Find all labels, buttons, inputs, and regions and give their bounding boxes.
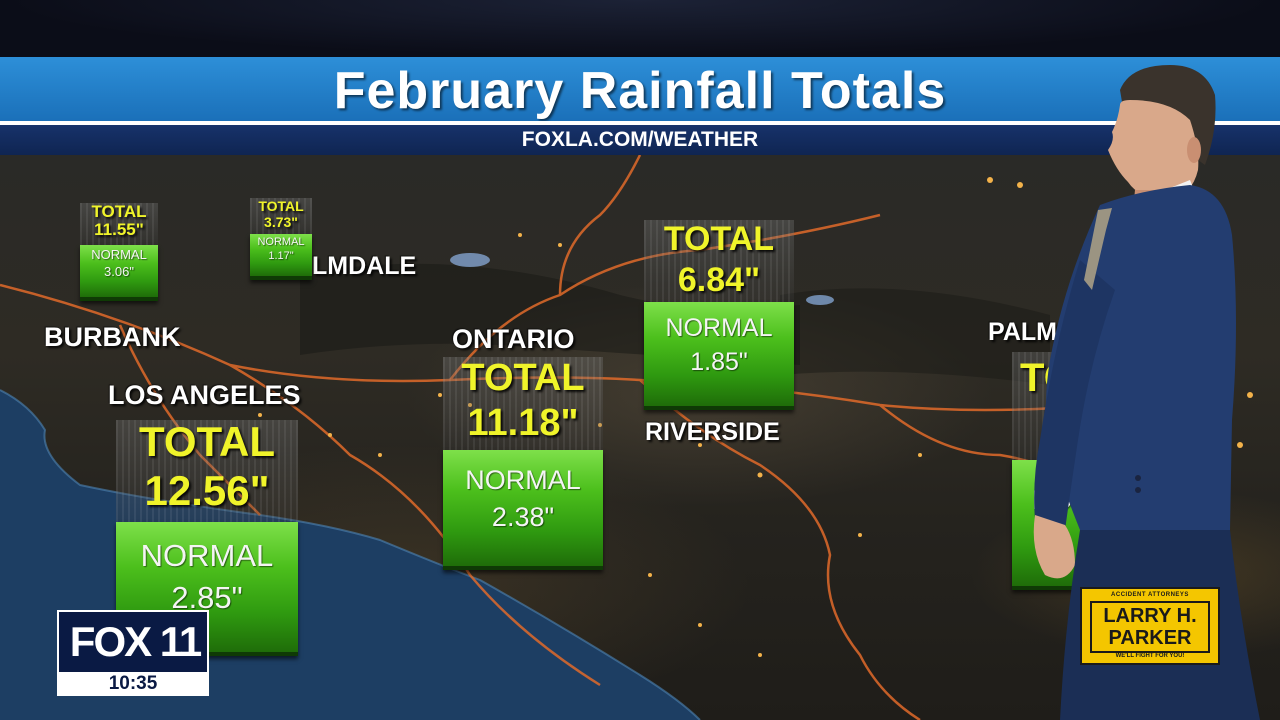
normal-label: NORMAL [140,538,274,573]
total-value: 3.73" [264,214,298,230]
normal-label: NORMAL [465,465,581,495]
title-bar [0,57,1280,123]
header-sky [0,0,1280,57]
normal-value: 2.85" [171,580,243,615]
city-label-palmdale: LMDALE [312,252,417,280]
rainfall-box-los-angeles: TOTAL 12.56" NORMAL 2.85" [116,420,298,658]
total-value: 11.18" [467,402,579,444]
normal-box: NORMAL 2.38" [443,450,603,570]
city-label-riverside: RIVERSIDE [645,418,780,446]
rainfall-box-ontario: TOTAL 11.18" NORMAL 2.38" [443,357,603,572]
subtitle-bar [0,125,1280,155]
sponsor-top-line: ACCIDENT ATTORNEYS [1111,592,1189,598]
normal-box: NORMAL 1.85" [644,302,794,410]
sponsor-name: LARRY H. PARKER [1090,601,1210,653]
normal-value: 1.17" [268,250,294,262]
rain-texture [644,220,794,304]
normal-value: 3.06" [104,264,134,279]
rainfall-box-riverside: TOTAL 6.84" NORMAL 1.85" [644,220,794,412]
sponsor-logo: ACCIDENT ATTORNEYS LARRY H. PARKER WE'LL… [1080,587,1220,665]
total-label: TOTAL [91,202,147,221]
normal-value: 2.38" [491,502,555,532]
city-label-los-angeles: LOS ANGELES [108,380,301,410]
total-value: 6.84" [677,261,761,299]
rainfall-box-far-left: TOTAL 11.55" NORMAL 3.06" [80,203,158,303]
rain-texture [250,198,312,238]
total-label: TOTAL [461,357,585,399]
station-name: FOX 11 [69,618,202,665]
station-logo: FOX 11 10:35 [57,610,209,696]
rain-texture [116,420,298,524]
total-value: 11.55" [94,220,144,239]
website-url: FOXLA.COM/WEATHER [521,128,759,151]
rain-texture [80,203,158,247]
page-title: February Rainfall Totals [333,62,947,120]
logo-badge: FOX 11 [57,610,209,672]
city-label-palm-springs: PALM [988,318,1057,346]
total-label: TOTAL [663,220,775,258]
total-label: TOTAL [258,198,304,214]
clock: 10:35 [57,672,209,696]
normal-label: NORMAL [91,247,147,262]
city-label-burbank: BURBANK [44,322,181,352]
rain-texture [443,357,603,452]
presenter-figure [1033,65,1260,720]
normal-value: 1.85" [690,348,748,376]
normal-label: NORMAL [257,236,305,248]
sponsor-tagline: WE'LL FIGHT FOR YOU! [1115,653,1185,659]
normal-label: NORMAL [665,314,773,342]
total-value: 12.56" [144,467,270,514]
normal-box: NORMAL 1.17" [250,234,312,280]
city-label-ontario: ONTARIO [452,324,575,354]
rainfall-box-palmdale: TOTAL 3.73" NORMAL 1.17" [250,198,312,284]
normal-box: NORMAL 3.06" [80,245,158,301]
total-label: TOTAL [138,418,276,465]
title-divider [0,121,1280,125]
